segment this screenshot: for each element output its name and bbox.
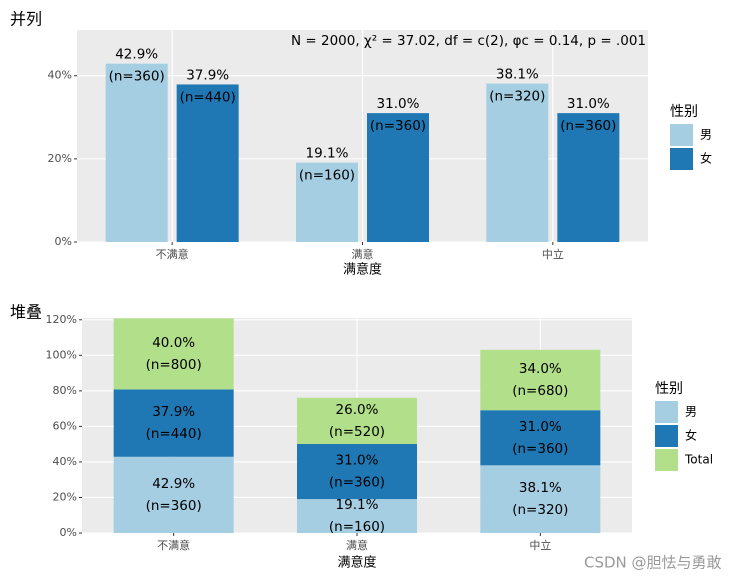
- count-label: (n=360): [370, 118, 426, 134]
- bar: [297, 397, 417, 444]
- value-label: 31.0%: [336, 453, 379, 469]
- count-label: (n=360): [329, 475, 385, 491]
- value-label: 42.9%: [152, 476, 195, 492]
- value-label: 38.1%: [519, 480, 562, 496]
- y-tick-label: 0%: [55, 235, 72, 248]
- y-tick-label: 40%: [53, 455, 77, 468]
- bar: [296, 162, 358, 242]
- x-tick-label: 不满意: [156, 247, 189, 261]
- y-tick-label: 60%: [53, 419, 77, 432]
- y-tick-label: 20%: [53, 490, 77, 503]
- legend-key: [655, 425, 678, 447]
- bar: [113, 456, 234, 533]
- value-label: 19.1%: [336, 497, 379, 513]
- count-label: (n=320): [512, 502, 568, 518]
- count-label: (n=440): [146, 426, 202, 442]
- x-tick-label: 不满意: [157, 538, 190, 552]
- watermark: CSDN @胆怯与勇敢: [584, 554, 722, 572]
- panel-title: 并列: [10, 10, 42, 29]
- value-label: 26.0%: [336, 402, 379, 418]
- bar: [113, 318, 234, 390]
- count-label: (n=360): [512, 441, 568, 457]
- legend-title: 性别: [670, 104, 698, 120]
- legend-title: 性别: [655, 381, 683, 397]
- bar: [557, 113, 620, 242]
- value-label: 19.1%: [306, 146, 349, 162]
- value-label: 42.9%: [115, 47, 158, 63]
- y-tick-label: 120%: [46, 313, 77, 326]
- x-tick-label: 中立: [542, 247, 564, 261]
- count-label: (n=160): [299, 168, 355, 184]
- count-label: (n=360): [109, 69, 165, 85]
- bar: [113, 389, 234, 457]
- count-label: (n=440): [180, 89, 236, 105]
- x-tick-label: 满意: [346, 538, 368, 552]
- y-tick-label: 100%: [46, 348, 77, 361]
- count-label: (n=800): [146, 357, 202, 373]
- value-label: 40.0%: [152, 335, 195, 351]
- legend-key: [670, 124, 693, 146]
- value-label: 37.9%: [186, 67, 229, 83]
- count-label: (n=680): [512, 383, 568, 399]
- x-axis-title: 满意度: [337, 555, 376, 571]
- bar: [105, 63, 168, 242]
- legend-label: 女: [700, 151, 712, 166]
- legend-key: [655, 401, 678, 423]
- count-label: (n=320): [489, 89, 545, 105]
- x-tick-label: 满意: [352, 247, 374, 261]
- value-label: 31.0%: [377, 96, 420, 112]
- bar: [480, 465, 601, 533]
- x-tick-label: 中立: [529, 538, 551, 552]
- bar: [480, 349, 601, 411]
- bar: [486, 83, 549, 242]
- value-label: 31.0%: [567, 96, 610, 112]
- legend-key: [655, 449, 678, 471]
- legend-label: Total: [684, 453, 713, 467]
- y-tick-label: 0%: [60, 526, 77, 539]
- bar: [297, 443, 417, 500]
- value-label: 38.1%: [496, 67, 539, 83]
- bar: [367, 113, 429, 242]
- bar: [480, 410, 601, 466]
- legend-label: 女: [685, 428, 697, 443]
- count-label: (n=360): [146, 498, 202, 514]
- count-label: (n=360): [560, 118, 616, 134]
- bar: [176, 84, 239, 243]
- x-axis-title: 满意度: [343, 262, 382, 278]
- value-label: 37.9%: [152, 404, 195, 420]
- bar: [297, 499, 417, 533]
- panel-title: 堆叠: [10, 303, 42, 322]
- legend-label: 男: [685, 405, 697, 419]
- y-tick-label: 20%: [48, 152, 72, 165]
- legend-key: [670, 148, 693, 170]
- annotation: N = 2000, χ² = 37.02, df = c(2), φc = 0.…: [291, 33, 646, 49]
- y-tick-label: 80%: [53, 384, 77, 397]
- legend-label: 男: [700, 128, 712, 142]
- value-label: 34.0%: [519, 361, 562, 377]
- count-label: (n=160): [329, 519, 385, 535]
- y-tick-label: 40%: [48, 69, 72, 82]
- value-label: 31.0%: [519, 419, 562, 435]
- count-label: (n=520): [329, 424, 385, 440]
